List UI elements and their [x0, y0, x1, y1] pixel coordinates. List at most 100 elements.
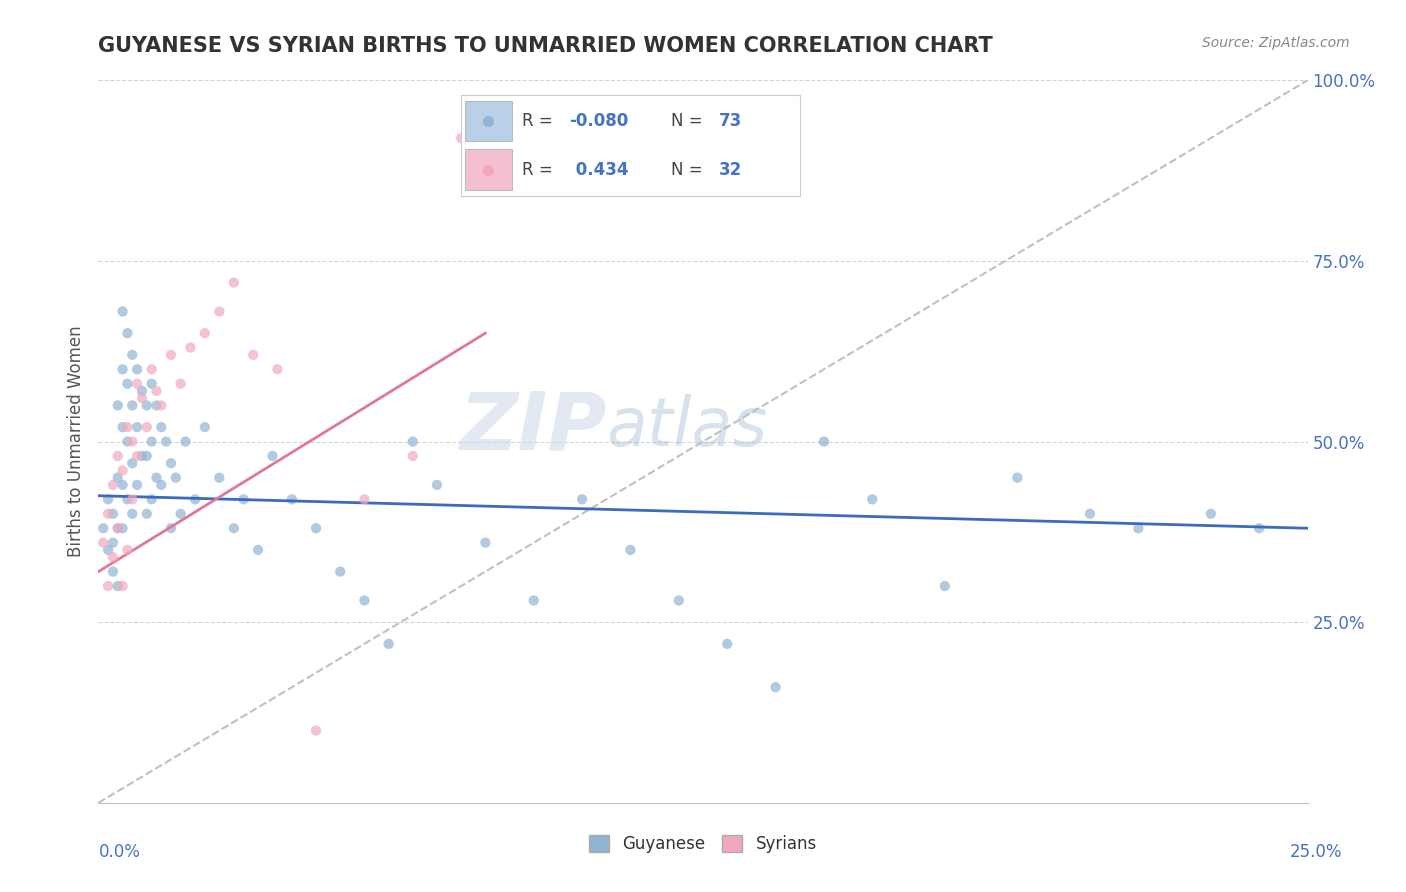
- Point: [247, 542, 270, 557]
- Point: [111, 478, 134, 492]
- Point: [111, 304, 134, 318]
- Point: [145, 384, 167, 398]
- Text: Source: ZipAtlas.com: Source: ZipAtlas.com: [1202, 36, 1350, 50]
- Point: [1078, 507, 1101, 521]
- Point: [402, 449, 425, 463]
- Point: [107, 521, 129, 535]
- Point: [107, 398, 129, 412]
- Point: [135, 507, 157, 521]
- Point: [97, 507, 120, 521]
- Point: [127, 478, 149, 492]
- Point: [117, 434, 139, 449]
- Point: [169, 376, 191, 391]
- Point: [127, 449, 149, 463]
- Point: [242, 348, 264, 362]
- Point: [145, 398, 167, 412]
- Point: [127, 362, 149, 376]
- Point: [474, 535, 496, 549]
- Point: [121, 348, 143, 362]
- Point: [208, 470, 231, 484]
- Point: [121, 507, 143, 521]
- Point: [208, 304, 231, 318]
- Point: [1128, 521, 1150, 535]
- Point: [281, 492, 304, 507]
- Point: [117, 542, 139, 557]
- Point: [101, 507, 124, 521]
- Point: [934, 579, 956, 593]
- Point: [97, 579, 120, 593]
- Point: [329, 565, 352, 579]
- Point: [523, 593, 546, 607]
- Point: [111, 420, 134, 434]
- Point: [101, 565, 124, 579]
- Text: ZIP: ZIP: [458, 388, 606, 467]
- Point: [150, 420, 173, 434]
- Point: [377, 637, 399, 651]
- Point: [860, 492, 883, 507]
- Point: [107, 521, 129, 535]
- Point: [145, 470, 167, 484]
- Legend: Guyanese, Syrians: Guyanese, Syrians: [582, 828, 824, 860]
- Point: [111, 579, 134, 593]
- Point: [107, 579, 129, 593]
- Point: [305, 521, 328, 535]
- Point: [169, 507, 191, 521]
- Point: [160, 348, 183, 362]
- Point: [135, 420, 157, 434]
- Point: [174, 434, 197, 449]
- Point: [222, 276, 245, 290]
- Point: [107, 449, 129, 463]
- Point: [619, 542, 641, 557]
- Point: [141, 434, 163, 449]
- Point: [135, 398, 157, 412]
- Point: [813, 434, 835, 449]
- Point: [160, 456, 183, 470]
- Point: [353, 593, 375, 607]
- Point: [668, 593, 690, 607]
- Point: [107, 470, 129, 484]
- Point: [194, 326, 217, 340]
- Text: atlas: atlas: [606, 394, 768, 460]
- Point: [450, 131, 472, 145]
- Point: [111, 521, 134, 535]
- Point: [97, 492, 120, 507]
- Point: [101, 478, 124, 492]
- Point: [222, 521, 245, 535]
- Point: [135, 449, 157, 463]
- Point: [194, 420, 217, 434]
- Point: [111, 463, 134, 477]
- Point: [101, 535, 124, 549]
- Point: [155, 434, 177, 449]
- Point: [232, 492, 254, 507]
- Point: [117, 376, 139, 391]
- Point: [353, 492, 375, 507]
- Point: [121, 398, 143, 412]
- Point: [262, 449, 284, 463]
- Point: [117, 492, 139, 507]
- Point: [97, 542, 120, 557]
- Point: [117, 326, 139, 340]
- Point: [266, 362, 288, 376]
- Text: GUYANESE VS SYRIAN BIRTHS TO UNMARRIED WOMEN CORRELATION CHART: GUYANESE VS SYRIAN BIRTHS TO UNMARRIED W…: [98, 36, 993, 55]
- Point: [117, 420, 139, 434]
- Point: [571, 492, 593, 507]
- Point: [1007, 470, 1029, 484]
- Point: [127, 420, 149, 434]
- Point: [160, 521, 183, 535]
- Point: [131, 391, 153, 405]
- Point: [141, 492, 163, 507]
- Point: [150, 478, 173, 492]
- Point: [111, 362, 134, 376]
- Text: 25.0%: 25.0%: [1291, 843, 1343, 861]
- Point: [402, 434, 425, 449]
- Point: [165, 470, 187, 484]
- Point: [121, 434, 143, 449]
- Point: [141, 376, 163, 391]
- Y-axis label: Births to Unmarried Women: Births to Unmarried Women: [66, 326, 84, 558]
- Point: [716, 637, 738, 651]
- Point: [1199, 507, 1222, 521]
- Point: [101, 550, 124, 565]
- Point: [91, 535, 114, 549]
- Point: [426, 478, 449, 492]
- Point: [184, 492, 207, 507]
